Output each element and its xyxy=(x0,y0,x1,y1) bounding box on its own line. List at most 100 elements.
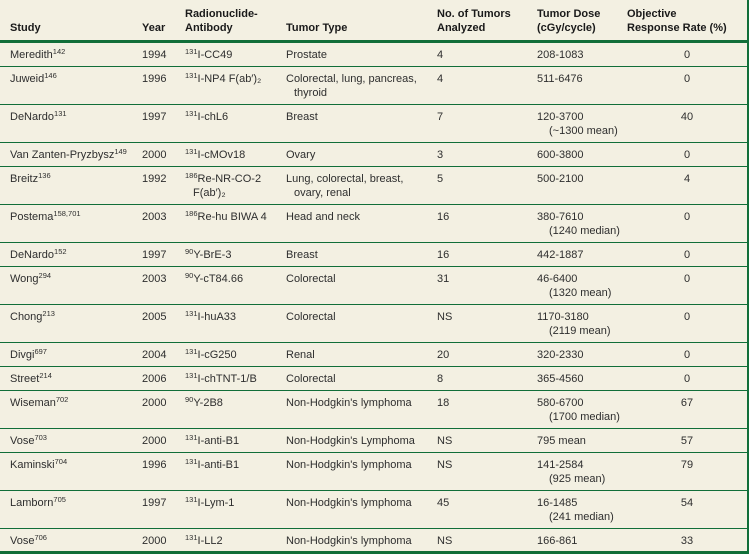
dose-note: (~1300 mean) xyxy=(549,125,618,137)
response-rate-cell: 54 xyxy=(627,490,747,529)
response-rate-cell: 0 xyxy=(627,66,747,105)
dose-note: (925 mean) xyxy=(549,473,606,485)
tumor-type-cell: Colorectal, lung, pancreas, thyroid xyxy=(285,66,437,105)
reference-superscript: 704 xyxy=(54,457,68,466)
antibody-name: I-Lym-1 xyxy=(197,497,235,509)
response-rate-cell: 0 xyxy=(627,342,747,367)
year-cell: 2000 xyxy=(137,390,184,429)
antibody-cell: 131I-anti-B1 xyxy=(184,428,285,453)
tumor-dose-cell: 166-861 xyxy=(537,529,627,552)
antibody-name: I-huA33 xyxy=(197,311,237,323)
response-rate-cell: 67 xyxy=(627,390,747,429)
study-name: Postema xyxy=(10,211,54,223)
tumors-analyzed-cell: 7 xyxy=(437,104,537,143)
tumors-analyzed-cell: NS xyxy=(437,535,453,547)
antibody-name: I-CC49 xyxy=(197,49,233,61)
year-cell: 1996 xyxy=(137,452,184,491)
year-cell: 2003 xyxy=(137,204,184,243)
response-rate-cell: 4 xyxy=(627,166,747,205)
study-cell: Vose703 xyxy=(0,428,137,453)
tumor-dose-cell: 500-2100 xyxy=(537,166,627,205)
year-cell: 2005 xyxy=(137,304,184,343)
tumor-type-cell: Head and neck xyxy=(285,204,437,243)
study-cell: Kaminski704 xyxy=(0,452,137,491)
dose-range: 141-2584 xyxy=(537,459,584,471)
response-rate-cell: 57 xyxy=(627,428,747,453)
dose-note: (1240 median) xyxy=(549,225,620,237)
antibody-cell: 131I-huA33 xyxy=(184,304,285,343)
reference-superscript: 158,701 xyxy=(53,209,81,218)
antibody-name: Re-hu BIWA 4 xyxy=(197,211,267,223)
antibody-cell: 131I-NP4 F(ab′)₂ xyxy=(184,66,285,105)
antibody-cell: 186Re-hu BIWA 4 xyxy=(184,204,285,243)
reference-superscript: 131 xyxy=(54,109,67,118)
antibody-name: Y-BrE-3 xyxy=(193,249,232,261)
response-rate-cell: 40 xyxy=(627,104,747,143)
isotope-superscript: 131 xyxy=(185,533,198,542)
study-name: Juweid xyxy=(10,73,45,85)
dose-range: 166-861 xyxy=(537,535,578,547)
reference-superscript: 142 xyxy=(52,47,66,56)
tumor-type-cell: Breast xyxy=(285,242,437,267)
isotope-superscript: 90 xyxy=(185,247,194,256)
table-row: Divgi697 2004 131I-cG250 Renal 20 320-23… xyxy=(0,342,747,367)
header-line: (cGy/cycle) xyxy=(537,22,596,34)
study-cell: Wong294 xyxy=(0,266,137,305)
tumor-type-cell: Non-Hodgkin's lymphoma xyxy=(285,452,437,491)
dose-note: (2119 mean) xyxy=(549,325,611,337)
dose-range: 320-2330 xyxy=(537,349,584,361)
table-header: Study Year Radionuclide- Antibody Tumor … xyxy=(0,0,747,43)
tumor-type-cell: Non-Hodgkin's lymphoma xyxy=(285,490,437,529)
antibody-name: I-anti-B1 xyxy=(197,459,240,471)
year-cell: 1997 xyxy=(137,104,184,143)
antibody-cell: 131I-CC49 xyxy=(184,41,285,67)
study-name: DeNardo xyxy=(10,249,55,261)
tumor-dose-cell: 141-2584 (925 mean) xyxy=(537,452,627,491)
study-cell: Street214 xyxy=(0,366,137,391)
col-header-study: Study xyxy=(0,0,137,43)
tumor-type-cell: Renal xyxy=(285,342,437,367)
tumor-type-cell: Colorectal xyxy=(285,304,437,343)
antibody-cell: 131I-cG250 xyxy=(184,342,285,367)
antibody-name: I-LL2 xyxy=(197,535,223,547)
isotope-superscript: 90 xyxy=(185,395,194,404)
isotope-superscript: 131 xyxy=(185,147,198,156)
reference-superscript: 146 xyxy=(44,71,57,80)
isotope-superscript: 131 xyxy=(185,433,198,442)
antibody-cell: 131I-chL6 xyxy=(184,104,285,143)
tumors-analyzed-cell: 45 xyxy=(437,490,537,529)
study-name: DeNardo xyxy=(10,111,55,123)
col-header-radionuclide-antibody: Radionuclide- Antibody xyxy=(184,0,285,43)
col-header-year: Year xyxy=(137,0,184,43)
antibody-name: I-chTNT-1/B xyxy=(197,373,257,385)
tumor-dose-cell: 380-7610 (1240 median) xyxy=(537,204,627,243)
header-line: No. of Tumors xyxy=(437,8,511,20)
tumors-analyzed-cell: NS xyxy=(437,304,537,343)
reference-superscript: 136 xyxy=(38,171,51,180)
tumor-dose-cell: 795 mean xyxy=(537,428,627,453)
dose-note: (241 median) xyxy=(549,511,614,523)
isotope-superscript: 131 xyxy=(185,71,198,80)
dose-range: 380-7610 xyxy=(537,211,584,223)
study-name: Street xyxy=(10,373,40,385)
year-cell: 2004 xyxy=(137,342,184,367)
antibody-cell: 131I-anti-B1 xyxy=(184,452,285,491)
year-cell: 2006 xyxy=(137,366,184,391)
study-name: Vose xyxy=(10,535,35,547)
tumors-analyzed-cell: 18 xyxy=(437,390,537,429)
table-row: Breitz136 1992 186Re-NR-CO-2 F(ab′)₂ Lun… xyxy=(0,166,747,205)
tumor-dose-cell: 600-3800 xyxy=(537,142,627,167)
tumors-analyzed-cell: 8 xyxy=(437,366,537,391)
table-row: Vose706 2000 131I-LL2 Non-Hodgkin's lymp… xyxy=(0,529,747,552)
isotope-superscript: 131 xyxy=(185,371,198,380)
isotope-superscript: 131 xyxy=(185,109,198,118)
dose-range: 580-6700 xyxy=(537,397,584,409)
tumor-dose-cell: 1170-3180 (2119 mean) xyxy=(537,304,627,343)
header-line: Study xyxy=(10,22,41,34)
reference-superscript: 294 xyxy=(38,271,52,280)
year-cell: 1992 xyxy=(137,166,184,205)
study-cell: Postema158,701 xyxy=(0,204,137,243)
tumor-type-cell: Lung, colorectal, breast, ovary, renal xyxy=(285,166,437,205)
dose-range: 16-1485 xyxy=(537,497,578,509)
tumor-dose-cell: 320-2330 xyxy=(537,342,627,367)
